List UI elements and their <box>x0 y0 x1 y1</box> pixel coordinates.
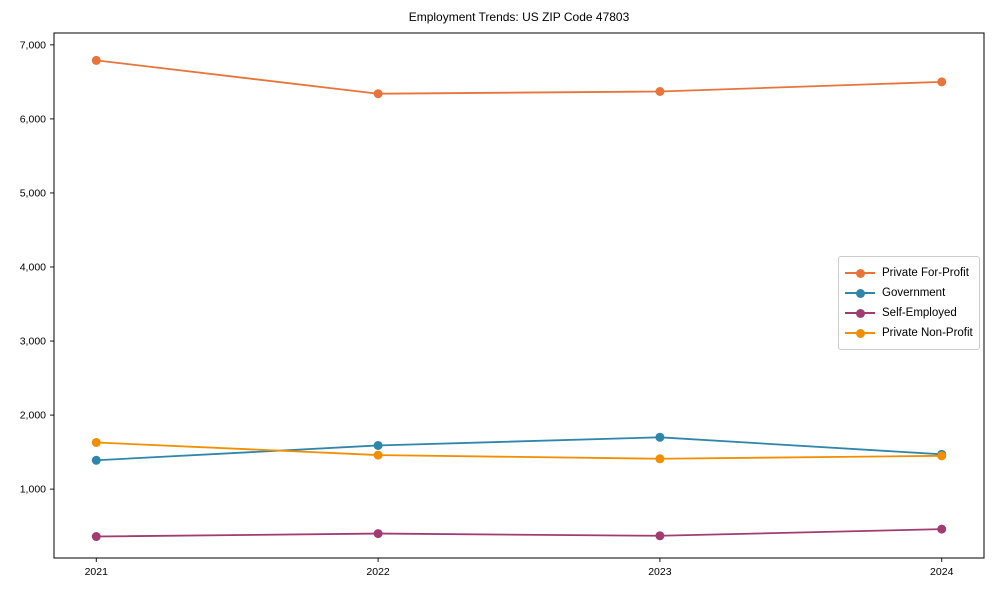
series-line-private-for-profit <box>96 59 942 95</box>
series-point-government <box>91 455 101 465</box>
series-point-private-for-profit <box>655 86 665 96</box>
x-tick-label: 2023 <box>648 566 672 578</box>
series-point-government <box>655 432 665 442</box>
series-line-government <box>96 436 942 462</box>
legend-label: Private For-Profit <box>882 267 969 279</box>
series-point-private-non-profit <box>373 450 383 460</box>
legend-swatch-dot <box>855 328 865 338</box>
line-marker-icon <box>845 288 875 298</box>
legend-label: Government <box>882 287 946 299</box>
series-line-private-non-profit <box>96 441 942 460</box>
plot-frame <box>53 32 985 559</box>
legend-item-private-non-profit: Private Non-Profit <box>845 323 973 343</box>
y-tick-label: 4,000 <box>20 261 46 273</box>
legend: Private For-Profit Government Self-Emplo… <box>838 256 980 350</box>
y-tick-label: 2,000 <box>20 410 46 422</box>
series-point-private-non-profit <box>91 437 101 447</box>
line-marker-icon <box>845 328 875 338</box>
series-point-private-non-profit <box>937 451 947 461</box>
series-point-self-employed <box>91 532 101 542</box>
legend-item-private-for-profit: Private For-Profit <box>845 263 971 283</box>
x-tick-label: 2022 <box>366 566 390 578</box>
series-point-self-employed <box>937 524 947 534</box>
series-point-private-non-profit <box>655 454 665 464</box>
line-marker-icon <box>845 268 875 278</box>
series-point-private-for-profit <box>937 77 947 87</box>
y-tick-label: 3,000 <box>20 336 46 348</box>
legend-item-government: Government <box>845 283 971 303</box>
y-tick-label: 5,000 <box>20 187 46 199</box>
legend-swatch-dot <box>855 268 865 278</box>
series-point-government <box>373 440 383 450</box>
y-tick-label: 6,000 <box>20 113 46 125</box>
x-tick-label: 2024 <box>930 566 954 578</box>
legend-swatch-dot <box>855 288 865 298</box>
series-point-self-employed <box>373 529 383 539</box>
chart-title: Employment Trends: US ZIP Code 47803 <box>408 10 630 24</box>
series-point-private-for-profit <box>91 55 101 65</box>
y-tick-label: 1,000 <box>20 484 46 496</box>
y-tick-label: 7,000 <box>20 39 46 51</box>
x-tick-label: 2021 <box>85 566 109 578</box>
line-marker-icon <box>845 308 875 318</box>
legend-label: Self-Employed <box>882 307 957 319</box>
legend-swatch-dot <box>855 308 865 318</box>
series-point-private-for-profit <box>373 89 383 99</box>
series-line-self-employed <box>96 528 942 538</box>
series-point-self-employed <box>655 531 665 541</box>
legend-label: Private Non-Profit <box>882 327 973 339</box>
legend-item-self-employed: Self-Employed <box>845 303 971 323</box>
